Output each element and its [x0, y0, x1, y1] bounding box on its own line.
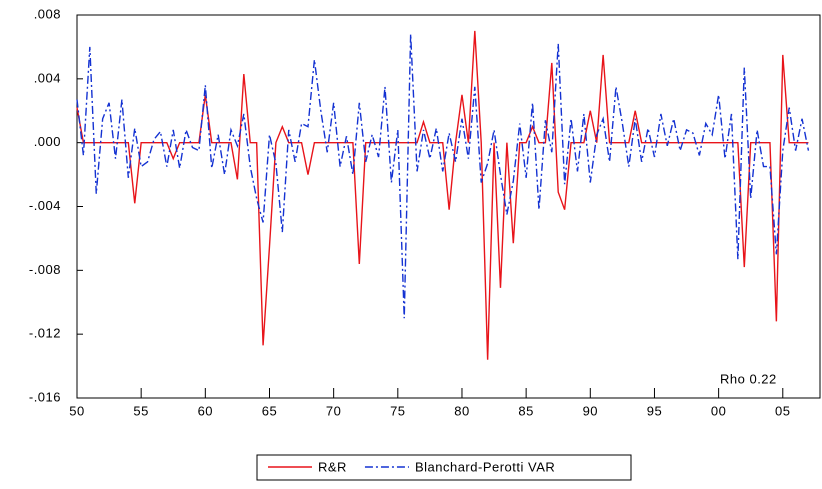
- x-tick-label: 90: [583, 403, 598, 418]
- x-tick-label: 80: [454, 403, 469, 418]
- y-tick-label: -.004: [29, 198, 61, 213]
- series-line: [76, 34, 810, 319]
- x-tick-label: 05: [775, 403, 790, 418]
- x-tick-label: 85: [518, 403, 533, 418]
- y-tick-label: .004: [34, 70, 61, 85]
- legend-label: R&R: [318, 459, 347, 474]
- y-tick-label: .008: [34, 6, 61, 21]
- series-line: [76, 30, 809, 360]
- y-tick-label: .000: [34, 134, 61, 149]
- y-tick-label: -.016: [29, 389, 61, 404]
- x-tick-label: 00: [711, 403, 726, 418]
- y-tick-label: -.008: [29, 262, 61, 277]
- x-tick-label: 95: [647, 403, 662, 418]
- x-tick-label: 65: [262, 403, 277, 418]
- x-tick-label: 60: [198, 403, 213, 418]
- x-tick-label: 75: [390, 403, 405, 418]
- x-tick-label: 50: [69, 403, 84, 418]
- annotation: Rho 0.22: [720, 371, 777, 386]
- legend-box: [256, 454, 632, 481]
- x-tick-label: 55: [133, 403, 148, 418]
- y-tick-label: -.012: [29, 326, 61, 341]
- x-tick-label: 70: [326, 403, 341, 418]
- legend-label: Blanchard-Perotti VAR: [415, 459, 555, 474]
